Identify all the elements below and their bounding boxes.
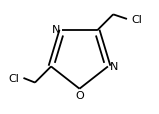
Text: Cl: Cl <box>132 15 142 25</box>
Text: N: N <box>51 25 60 35</box>
Text: N: N <box>110 61 118 71</box>
Text: O: O <box>75 90 84 100</box>
Text: Cl: Cl <box>8 73 19 83</box>
